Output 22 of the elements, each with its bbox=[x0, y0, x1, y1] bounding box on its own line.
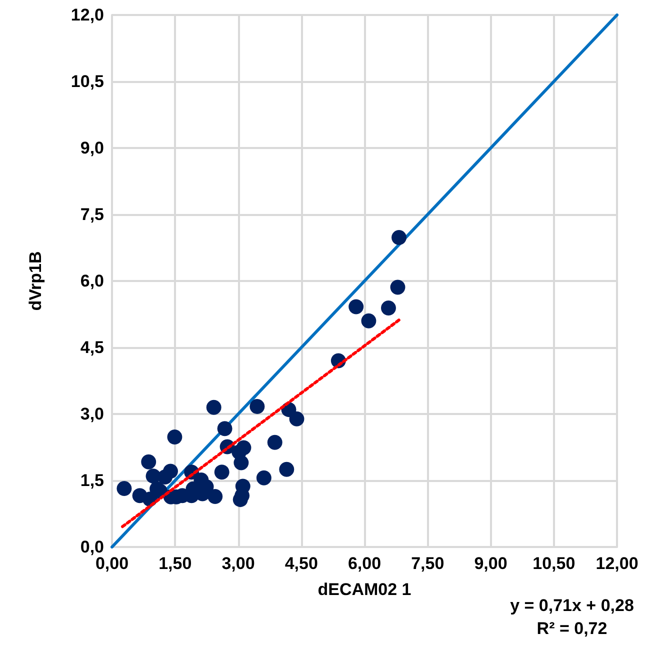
y-tick-label: 6,0 bbox=[80, 272, 104, 290]
y-tick-label: 1,5 bbox=[80, 471, 104, 490]
y-tick-label: 4,5 bbox=[80, 338, 104, 357]
x-tick-label: 3,00 bbox=[222, 554, 255, 573]
x-tick-label: 12,00 bbox=[596, 554, 638, 573]
y-axis-title: dVrp1B bbox=[26, 251, 45, 311]
x-tick-label: 4,50 bbox=[284, 554, 318, 573]
x-tick-label: 0,00 bbox=[95, 554, 129, 573]
text: y = 0,71x + 0,28 bbox=[510, 596, 634, 615]
x-axis-title: dECAM02 1 bbox=[318, 580, 412, 599]
x-tick-label: 1,50 bbox=[158, 554, 192, 573]
x-tick-label: 6,00 bbox=[348, 554, 382, 573]
text: R² = 0,72 bbox=[536, 619, 608, 638]
y-tick-label: 0,0 bbox=[80, 538, 104, 556]
y-tick-label: 3,0 bbox=[80, 404, 104, 424]
x-tick-label: 10,50 bbox=[532, 554, 576, 573]
y-tick-label: 9,0 bbox=[80, 138, 104, 158]
x-tick-label: 7,50 bbox=[411, 554, 444, 573]
y-tick-label: 12,0 bbox=[70, 6, 104, 24]
y-tick-label: 10,5 bbox=[70, 72, 104, 91]
y-tick-label: 7,5 bbox=[80, 205, 104, 224]
x-tick-label: 9,00 bbox=[474, 554, 508, 573]
